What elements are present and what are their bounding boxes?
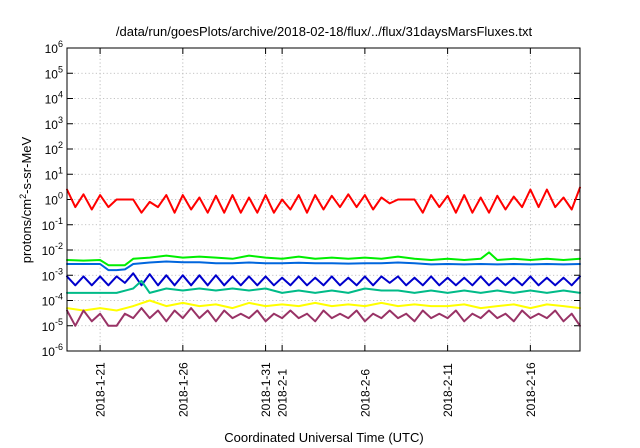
series-line-5 bbox=[66, 279, 581, 294]
series-layer bbox=[66, 186, 581, 327]
y-tick-label: 10-3 bbox=[42, 266, 63, 283]
x-axis-label: Coordinated Universal Time (UTC) bbox=[224, 430, 423, 445]
y-tick-exponent: 1 bbox=[58, 165, 63, 175]
y-axis-label-superscript: 2 bbox=[18, 194, 28, 199]
y-tick-label: 102 bbox=[45, 140, 63, 157]
y-tick-label: 10-2 bbox=[42, 241, 63, 258]
y-tick-base: 10 bbox=[42, 244, 56, 258]
y-tick-base: 10 bbox=[42, 295, 56, 309]
x-tick-label: 2018-1-26 bbox=[176, 362, 190, 417]
y-tick-exponent: -4 bbox=[55, 292, 63, 302]
y-tick-exponent: -3 bbox=[55, 266, 63, 276]
grid-lines bbox=[67, 48, 580, 351]
series-line-3 bbox=[66, 260, 581, 272]
y-tick-exponent: 4 bbox=[58, 90, 63, 100]
series-line-1 bbox=[66, 186, 581, 214]
y-tick-base: 10 bbox=[45, 42, 59, 56]
x-axis-ticks: 2018-1-21 2018-1-26 2018-1-31 2018-2-1 2018-… bbox=[94, 48, 538, 417]
x-tick-label: 2018-2-16 bbox=[524, 362, 538, 417]
x-tick-label: 2018-2-6 bbox=[358, 369, 372, 417]
y-tick-exponent: -6 bbox=[55, 342, 63, 352]
series-line-4 bbox=[66, 272, 581, 287]
x-tick-label: 2018-1-21 bbox=[94, 362, 108, 417]
y-tick-label: 100 bbox=[45, 191, 63, 208]
y-tick-label: 10-1 bbox=[42, 216, 63, 233]
chart-title: /data/run/goesPlots/archive/2018-02-18/f… bbox=[116, 24, 533, 39]
plot-frame bbox=[66, 47, 581, 352]
y-tick-base: 10 bbox=[42, 219, 56, 233]
y-axis-label-suffix: -s-sr-MeV bbox=[19, 136, 34, 193]
y-tick-exponent: 2 bbox=[58, 140, 63, 150]
y-tick-label: 10-6 bbox=[42, 342, 63, 359]
y-tick-exponent: -2 bbox=[55, 241, 63, 251]
y-axis-label-prefix: protons/cm bbox=[19, 199, 34, 263]
y-tick-exponent: 0 bbox=[58, 191, 63, 201]
y-tick-exponent: 3 bbox=[58, 115, 63, 125]
y-tick-base: 10 bbox=[45, 118, 59, 132]
y-tick-label: 103 bbox=[45, 115, 63, 132]
y-tick-base: 10 bbox=[45, 143, 59, 157]
x-tick-label: 2018-2-11 bbox=[441, 363, 455, 417]
y-tick-label: 106 bbox=[45, 39, 63, 56]
y-tick-base: 10 bbox=[42, 320, 56, 334]
y-axis-ticks: 10-610-510-410-310-210-11001011021031041… bbox=[42, 39, 580, 359]
series-line-6 bbox=[66, 299, 581, 312]
y-tick-exponent: 6 bbox=[58, 39, 63, 49]
x-tick-label: 2018-2-1 bbox=[276, 369, 290, 417]
series-line-7 bbox=[66, 307, 581, 327]
series-line-2 bbox=[66, 251, 581, 267]
y-tick-exponent: 5 bbox=[58, 64, 63, 74]
y-tick-base: 10 bbox=[42, 345, 56, 359]
x-tick-label: 2018-1-31 bbox=[259, 362, 273, 417]
y-tick-exponent: -5 bbox=[55, 317, 63, 327]
y-tick-exponent: -1 bbox=[55, 216, 63, 226]
y-axis-label: protons/cm2-s-sr-MeV bbox=[18, 136, 34, 263]
y-tick-label: 10-5 bbox=[42, 317, 63, 334]
y-tick-base: 10 bbox=[45, 93, 59, 107]
y-tick-base: 10 bbox=[45, 194, 59, 208]
y-tick-label: 104 bbox=[45, 90, 63, 107]
y-tick-base: 10 bbox=[45, 168, 59, 182]
y-tick-label: 105 bbox=[45, 64, 63, 81]
y-tick-label: 101 bbox=[45, 165, 63, 182]
y-tick-base: 10 bbox=[42, 269, 56, 283]
y-tick-base: 10 bbox=[45, 67, 59, 81]
y-tick-label: 10-4 bbox=[42, 292, 63, 309]
